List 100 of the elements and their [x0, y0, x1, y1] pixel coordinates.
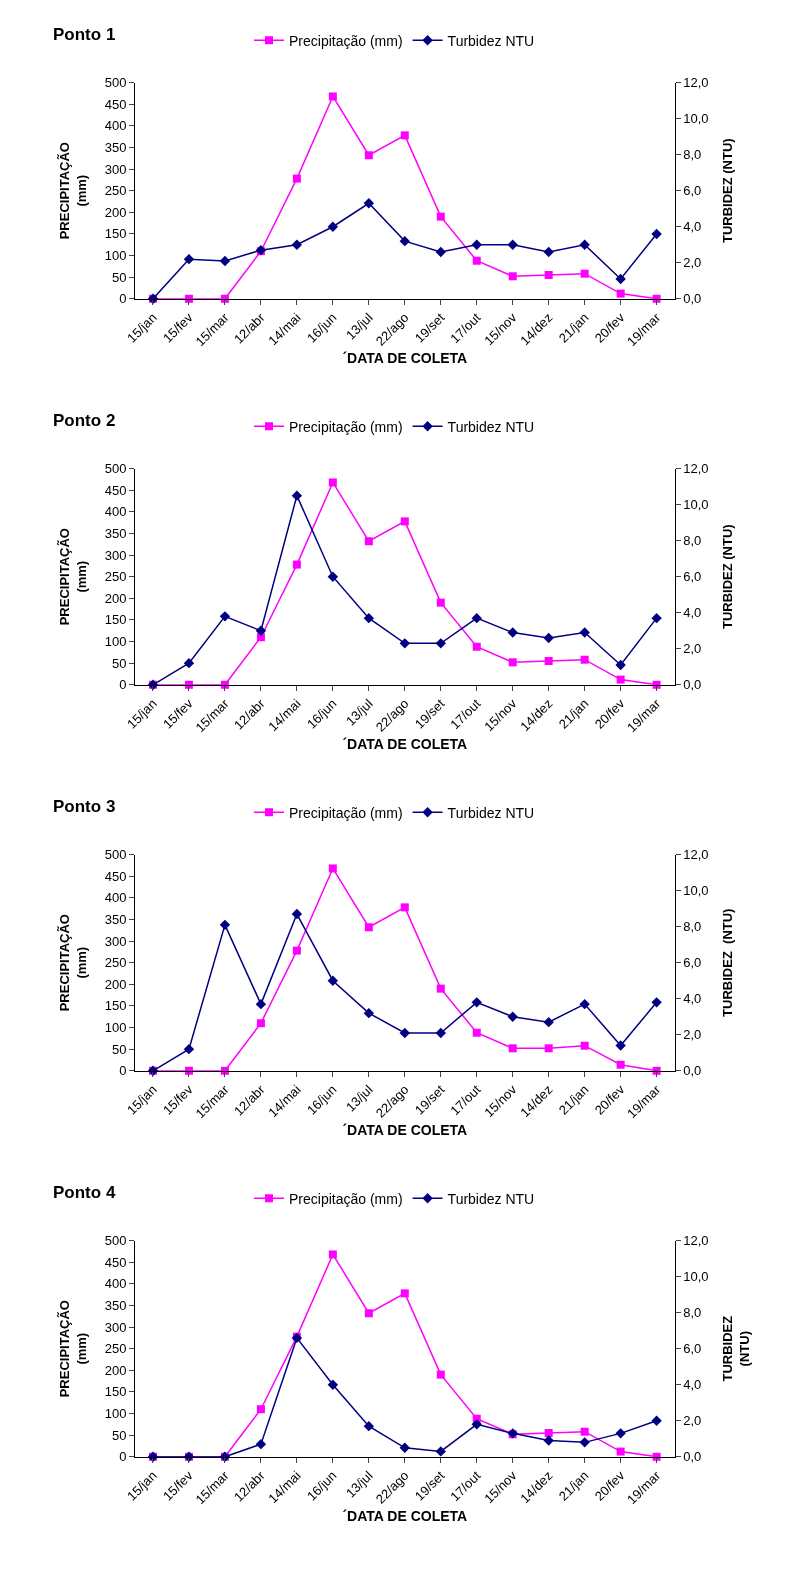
point: [544, 1429, 553, 1437]
y2-tick-label: 8,0: [683, 1305, 702, 1321]
x-axis-title: ´DATA DE COLETA: [342, 735, 468, 752]
y-axis-title: PRECIPITAÇÃO (mm): [56, 528, 89, 626]
y-tick-label: 500: [104, 1233, 127, 1249]
y-tick-label: 450: [104, 96, 127, 112]
point: [291, 490, 303, 501]
point: [291, 908, 303, 920]
y-tick-label: 250: [104, 1341, 127, 1357]
point: [472, 1028, 481, 1037]
y-tick-label: 0: [119, 1063, 127, 1079]
y2-tick-label: 8,0: [683, 533, 702, 549]
point: [616, 675, 625, 684]
y-tick-label: 50: [111, 655, 127, 671]
y2-tick-label: 12,0: [683, 847, 709, 863]
y-tick-label: 50: [111, 269, 127, 285]
point: [292, 174, 301, 183]
point: [292, 560, 301, 569]
point: [651, 997, 662, 1008]
y2-tick-label: 4,0: [683, 605, 702, 621]
y2-tick-label: 4,0: [683, 991, 702, 1007]
point: [183, 657, 195, 669]
chart-title: Ponto 2: [53, 411, 116, 430]
y-tick-label: 250: [104, 955, 127, 971]
point: [364, 151, 373, 160]
point: [219, 919, 231, 931]
point: [327, 571, 339, 582]
point: [400, 1289, 409, 1298]
point: [508, 1044, 517, 1053]
point: [436, 212, 445, 221]
point: [580, 655, 589, 664]
point: [291, 239, 303, 250]
point: [579, 998, 590, 1010]
point: [651, 1415, 662, 1426]
point: [183, 1043, 195, 1055]
y-tick-label: 300: [104, 161, 127, 177]
point: [471, 1419, 482, 1430]
y-tick-label: 300: [104, 1319, 127, 1335]
point: [183, 253, 195, 265]
y-tick-label: 100: [104, 1406, 127, 1422]
y2-tick-label: 10,0: [683, 111, 709, 127]
point: [580, 1427, 589, 1436]
point: [544, 657, 553, 665]
point: [364, 537, 373, 546]
point: [364, 923, 373, 932]
point: [255, 625, 267, 636]
point: [400, 903, 409, 912]
legend-label: Precipitação (mm): [289, 418, 403, 435]
point: [255, 998, 267, 1010]
y-tick-label: 150: [104, 226, 127, 242]
chart-title: Ponto 4: [53, 1183, 116, 1202]
y-tick-label: 50: [111, 1427, 127, 1443]
point: [508, 658, 517, 667]
y-tick-label: 200: [104, 204, 127, 220]
y2-tick-label: 2,0: [683, 641, 702, 657]
point: [435, 1027, 446, 1039]
point: [543, 1016, 554, 1028]
point: [616, 1447, 625, 1456]
legend-label: Precipitação (mm): [289, 1190, 403, 1207]
point: [436, 984, 445, 993]
point: [579, 627, 590, 638]
y-tick-label: 150: [104, 998, 127, 1014]
y-tick-label: 450: [104, 482, 127, 498]
point: [543, 632, 554, 644]
y-tick-label: 0: [119, 291, 127, 307]
y2-tick-label: 6,0: [683, 183, 702, 199]
y2-tick-label: 4,0: [683, 219, 702, 235]
y2-tick-label: 0,0: [683, 1449, 702, 1465]
y-tick-label: 250: [104, 183, 127, 199]
legend-label: Turbidez NTU: [447, 418, 535, 435]
y-tick-label: 0: [119, 677, 127, 693]
y-tick-label: 350: [104, 912, 127, 928]
y2-tick-label: 10,0: [683, 1269, 709, 1285]
point: [327, 975, 339, 986]
y2-tick-label: 2,0: [683, 1027, 702, 1043]
y-tick-label: 150: [104, 612, 127, 628]
y-tick-label: 300: [104, 547, 127, 563]
point: [580, 269, 589, 278]
y2-tick-label: 12,0: [683, 1233, 709, 1249]
point: [255, 1438, 267, 1450]
y-tick-label: 50: [111, 1041, 127, 1057]
point: [651, 228, 662, 240]
point: [436, 1370, 445, 1379]
y-tick-label: 100: [104, 248, 127, 264]
point: [363, 1420, 375, 1432]
point: [543, 246, 554, 258]
y2-axis-title: TURBIDEZ (NTU): [720, 138, 736, 244]
point: [327, 221, 339, 232]
point: [471, 612, 482, 624]
y-tick-label: 250: [104, 569, 127, 585]
point: [472, 642, 481, 651]
point: [399, 235, 410, 247]
point: [615, 1040, 626, 1051]
point: [508, 272, 517, 281]
point: [435, 1446, 446, 1457]
point: [616, 289, 625, 298]
y-tick-label: 100: [104, 634, 127, 650]
y-tick-label: 500: [104, 75, 127, 91]
y2-tick-label: 8,0: [683, 919, 702, 935]
y2-tick-label: 2,0: [683, 255, 702, 271]
